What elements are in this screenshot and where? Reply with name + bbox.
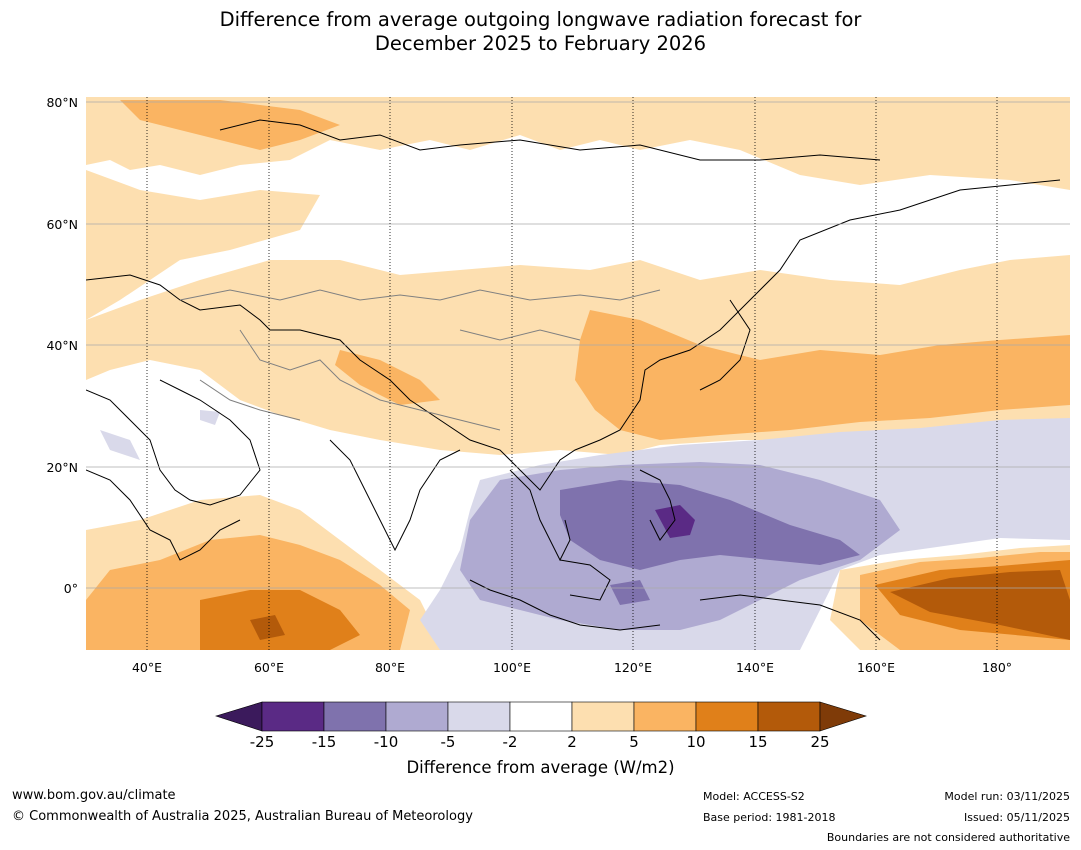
colorbar-bin bbox=[757, 701, 821, 732]
lon-label: 60°E bbox=[253, 660, 285, 675]
colorbar-tick: -15 bbox=[311, 733, 337, 751]
colorbar-tick: -10 bbox=[373, 733, 399, 751]
base-period: Base period: 1981-2018 bbox=[703, 811, 836, 824]
lat-label: 40°N bbox=[46, 338, 78, 353]
boundary-disclaimer: Boundaries are not considered authoritat… bbox=[826, 831, 1070, 844]
colorbar bbox=[215, 701, 867, 732]
lon-label: 140°E bbox=[735, 660, 774, 675]
colorbar-bin bbox=[509, 701, 573, 732]
colorbar-bin bbox=[385, 701, 449, 732]
title-line-1: Difference from average outgoing longwav… bbox=[219, 8, 862, 31]
meridians bbox=[146, 97, 998, 650]
colorbar-bin bbox=[633, 701, 697, 732]
model-run-date: Model run: 03/11/2025 bbox=[944, 790, 1070, 803]
colorbar-tick: 5 bbox=[629, 733, 639, 751]
colorbar-tick: 10 bbox=[686, 733, 706, 751]
colorbar-label: Difference from average (W/m2) bbox=[406, 758, 675, 777]
lat-label: 60°N bbox=[46, 217, 78, 232]
colorbar-extend-high bbox=[819, 701, 867, 732]
anomaly-field bbox=[86, 97, 1070, 650]
lat-label: 20°N bbox=[46, 460, 78, 475]
colorbar-tick: 2 bbox=[567, 733, 577, 751]
lon-label: 80°E bbox=[374, 660, 406, 675]
colorbar-bin bbox=[323, 701, 387, 732]
colorbar-tick: 25 bbox=[810, 733, 830, 751]
lat-label: 0° bbox=[63, 581, 78, 596]
title-line-2: December 2025 to February 2026 bbox=[374, 32, 707, 55]
colorbar-tick: -5 bbox=[440, 733, 456, 751]
colorbar-bin bbox=[261, 701, 325, 732]
website-link[interactable]: www.bom.gov.au/climate bbox=[12, 788, 176, 803]
lon-label: 160°E bbox=[856, 660, 895, 675]
model-name: Model: ACCESS-S2 bbox=[703, 790, 805, 803]
lon-label: 100°E bbox=[492, 660, 531, 675]
lon-label: 120°E bbox=[613, 660, 652, 675]
country-borders bbox=[179, 289, 661, 431]
colorbar-tick: -2 bbox=[502, 733, 518, 751]
colorbar-extend-low bbox=[215, 701, 263, 732]
copyright-text: © Commonwealth of Australia 2025, Austra… bbox=[12, 809, 473, 824]
coastlines bbox=[86, 119, 1061, 641]
colorbar-bin bbox=[571, 701, 635, 732]
colorbar-bin bbox=[695, 701, 759, 732]
issued-date: Issued: 05/11/2025 bbox=[963, 811, 1070, 824]
colorbar-bin bbox=[447, 701, 511, 732]
map-title: Difference from average outgoing longwav… bbox=[0, 8, 1081, 56]
colorbar-tick: 15 bbox=[748, 733, 768, 751]
colorbar-tick: -25 bbox=[249, 733, 275, 751]
parallels bbox=[86, 101, 1070, 589]
lon-label: 40°E bbox=[131, 660, 163, 675]
lon-label: 180° bbox=[981, 660, 1013, 675]
lat-label: 80°N bbox=[46, 95, 78, 110]
